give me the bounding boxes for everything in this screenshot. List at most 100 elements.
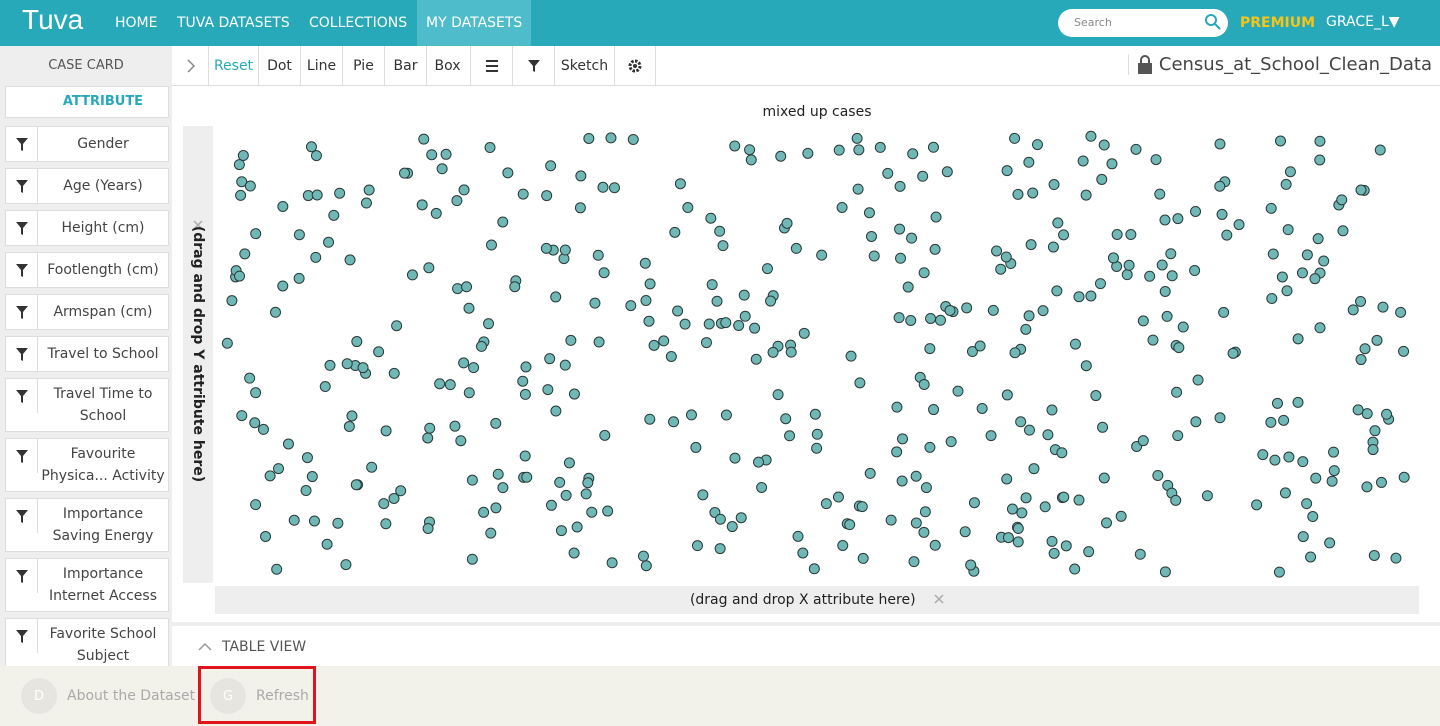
case-dot[interactable] [1216,208,1228,220]
case-dot[interactable] [310,251,322,263]
case-dot[interactable] [1172,213,1184,225]
case-dot[interactable] [1337,225,1349,237]
case-dot[interactable] [1147,334,1159,346]
case-dot[interactable] [690,441,702,453]
case-dot[interactable] [1296,267,1308,279]
case-dot[interactable] [236,176,248,188]
case-dot[interactable] [380,425,392,437]
case-dot[interactable] [1144,270,1156,282]
case-dot[interactable] [1221,229,1233,241]
case-dot[interactable] [864,467,876,479]
case-dot[interactable] [234,270,246,282]
graph-type-button[interactable]: Reset [208,46,258,86]
case-dot[interactable] [802,147,814,159]
case-dot[interactable] [550,291,562,303]
close-icon[interactable] [934,594,944,604]
case-dot[interactable] [894,223,906,235]
case-dot[interactable] [733,319,745,331]
case-dot[interactable] [896,475,908,487]
graph-type-button[interactable]: Line [300,46,342,86]
case-dot[interactable] [282,438,294,450]
case-dot[interactable] [332,517,344,529]
case-dot[interactable] [836,201,848,213]
attribute-row[interactable]: Travel to School [5,336,169,372]
case-dot[interactable] [1309,273,1321,285]
case-dot[interactable] [244,372,256,384]
case-dot[interactable] [785,346,797,358]
case-dot[interactable] [910,470,922,482]
case-dot[interactable] [490,502,502,514]
case-dot[interactable] [1190,205,1202,217]
search-box[interactable]: Search [1058,9,1228,37]
case-dot[interactable] [378,498,390,510]
case-dot[interactable] [1097,421,1109,433]
case-dot[interactable] [833,144,845,156]
case-dot[interactable] [1159,214,1171,226]
case-dot[interactable] [351,336,363,348]
graph-type-button[interactable]: Dot [258,46,300,86]
case-dot[interactable] [451,195,463,207]
case-dot[interactable] [418,133,430,145]
case-dot[interactable] [485,239,497,251]
case-dot[interactable] [244,180,256,192]
attribute-row[interactable]: Favorite School Subject [5,618,169,666]
case-dot[interactable] [1361,481,1373,493]
case-dot[interactable] [648,339,660,351]
case-dot[interactable] [458,357,470,369]
case-dot[interactable] [544,353,556,365]
x-drop-zone[interactable]: (drag and drop X attribute here) [215,586,1419,614]
case-dot[interactable] [568,388,580,400]
case-dot[interactable] [305,141,317,153]
case-dot[interactable] [1173,342,1185,354]
case-dot[interactable] [1390,552,1402,564]
case-dot[interactable] [310,150,322,162]
case-dot[interactable] [277,280,289,292]
filter-icon[interactable] [6,559,38,593]
case-dot[interactable] [1048,547,1060,559]
case-dot[interactable] [545,160,557,172]
case-dot[interactable] [1046,404,1058,416]
case-dot[interactable] [423,262,435,274]
case-dot[interactable] [874,141,886,153]
case-dot[interactable] [987,304,999,316]
case-dot[interactable] [288,514,300,526]
filter-icon[interactable] [6,211,38,245]
case-dot[interactable] [1042,429,1054,441]
case-dot[interactable] [574,202,586,214]
case-dot[interactable] [745,154,757,166]
case-dot[interactable] [476,340,488,352]
case-dot[interactable] [1165,248,1177,260]
case-dot[interactable] [541,190,553,202]
case-dot[interactable] [1257,449,1269,461]
filter-icon[interactable] [6,169,38,203]
case-dot[interactable] [1001,473,1013,485]
case-dot[interactable] [1101,517,1113,529]
case-dot[interactable] [1015,416,1027,428]
case-dot[interactable] [1355,295,1367,307]
case-dot[interactable] [1301,498,1313,510]
case-dot[interactable] [658,335,670,347]
case-dot[interactable] [452,283,464,295]
case-dot[interactable] [424,422,436,434]
case-dot[interactable] [1069,338,1081,350]
attribute-row[interactable]: Importance Saving Energy [5,498,169,552]
table-view-toggle[interactable]: TABLE VIEW [172,628,1440,666]
case-dot[interactable] [1058,229,1070,241]
case-dot[interactable] [463,302,475,314]
case-dot[interactable] [328,209,340,221]
case-dot[interactable] [765,295,777,307]
case-dot[interactable] [542,384,554,396]
case-dot[interactable] [440,148,452,160]
case-dot[interactable] [925,313,937,325]
footer-item[interactable]: D About the Dataset [21,666,195,726]
case-dot[interactable] [784,430,796,442]
case-dot[interactable] [1292,396,1304,408]
case-dot[interactable] [1152,469,1164,481]
case-dot[interactable] [360,197,372,209]
case-dot[interactable] [568,547,580,559]
attribute-row[interactable]: Favourite Physica... Activity [5,438,169,492]
case-dot[interactable] [809,408,821,420]
case-dot[interactable] [300,485,312,497]
case-dot[interactable] [1111,228,1123,240]
case-dot[interactable] [550,405,562,417]
